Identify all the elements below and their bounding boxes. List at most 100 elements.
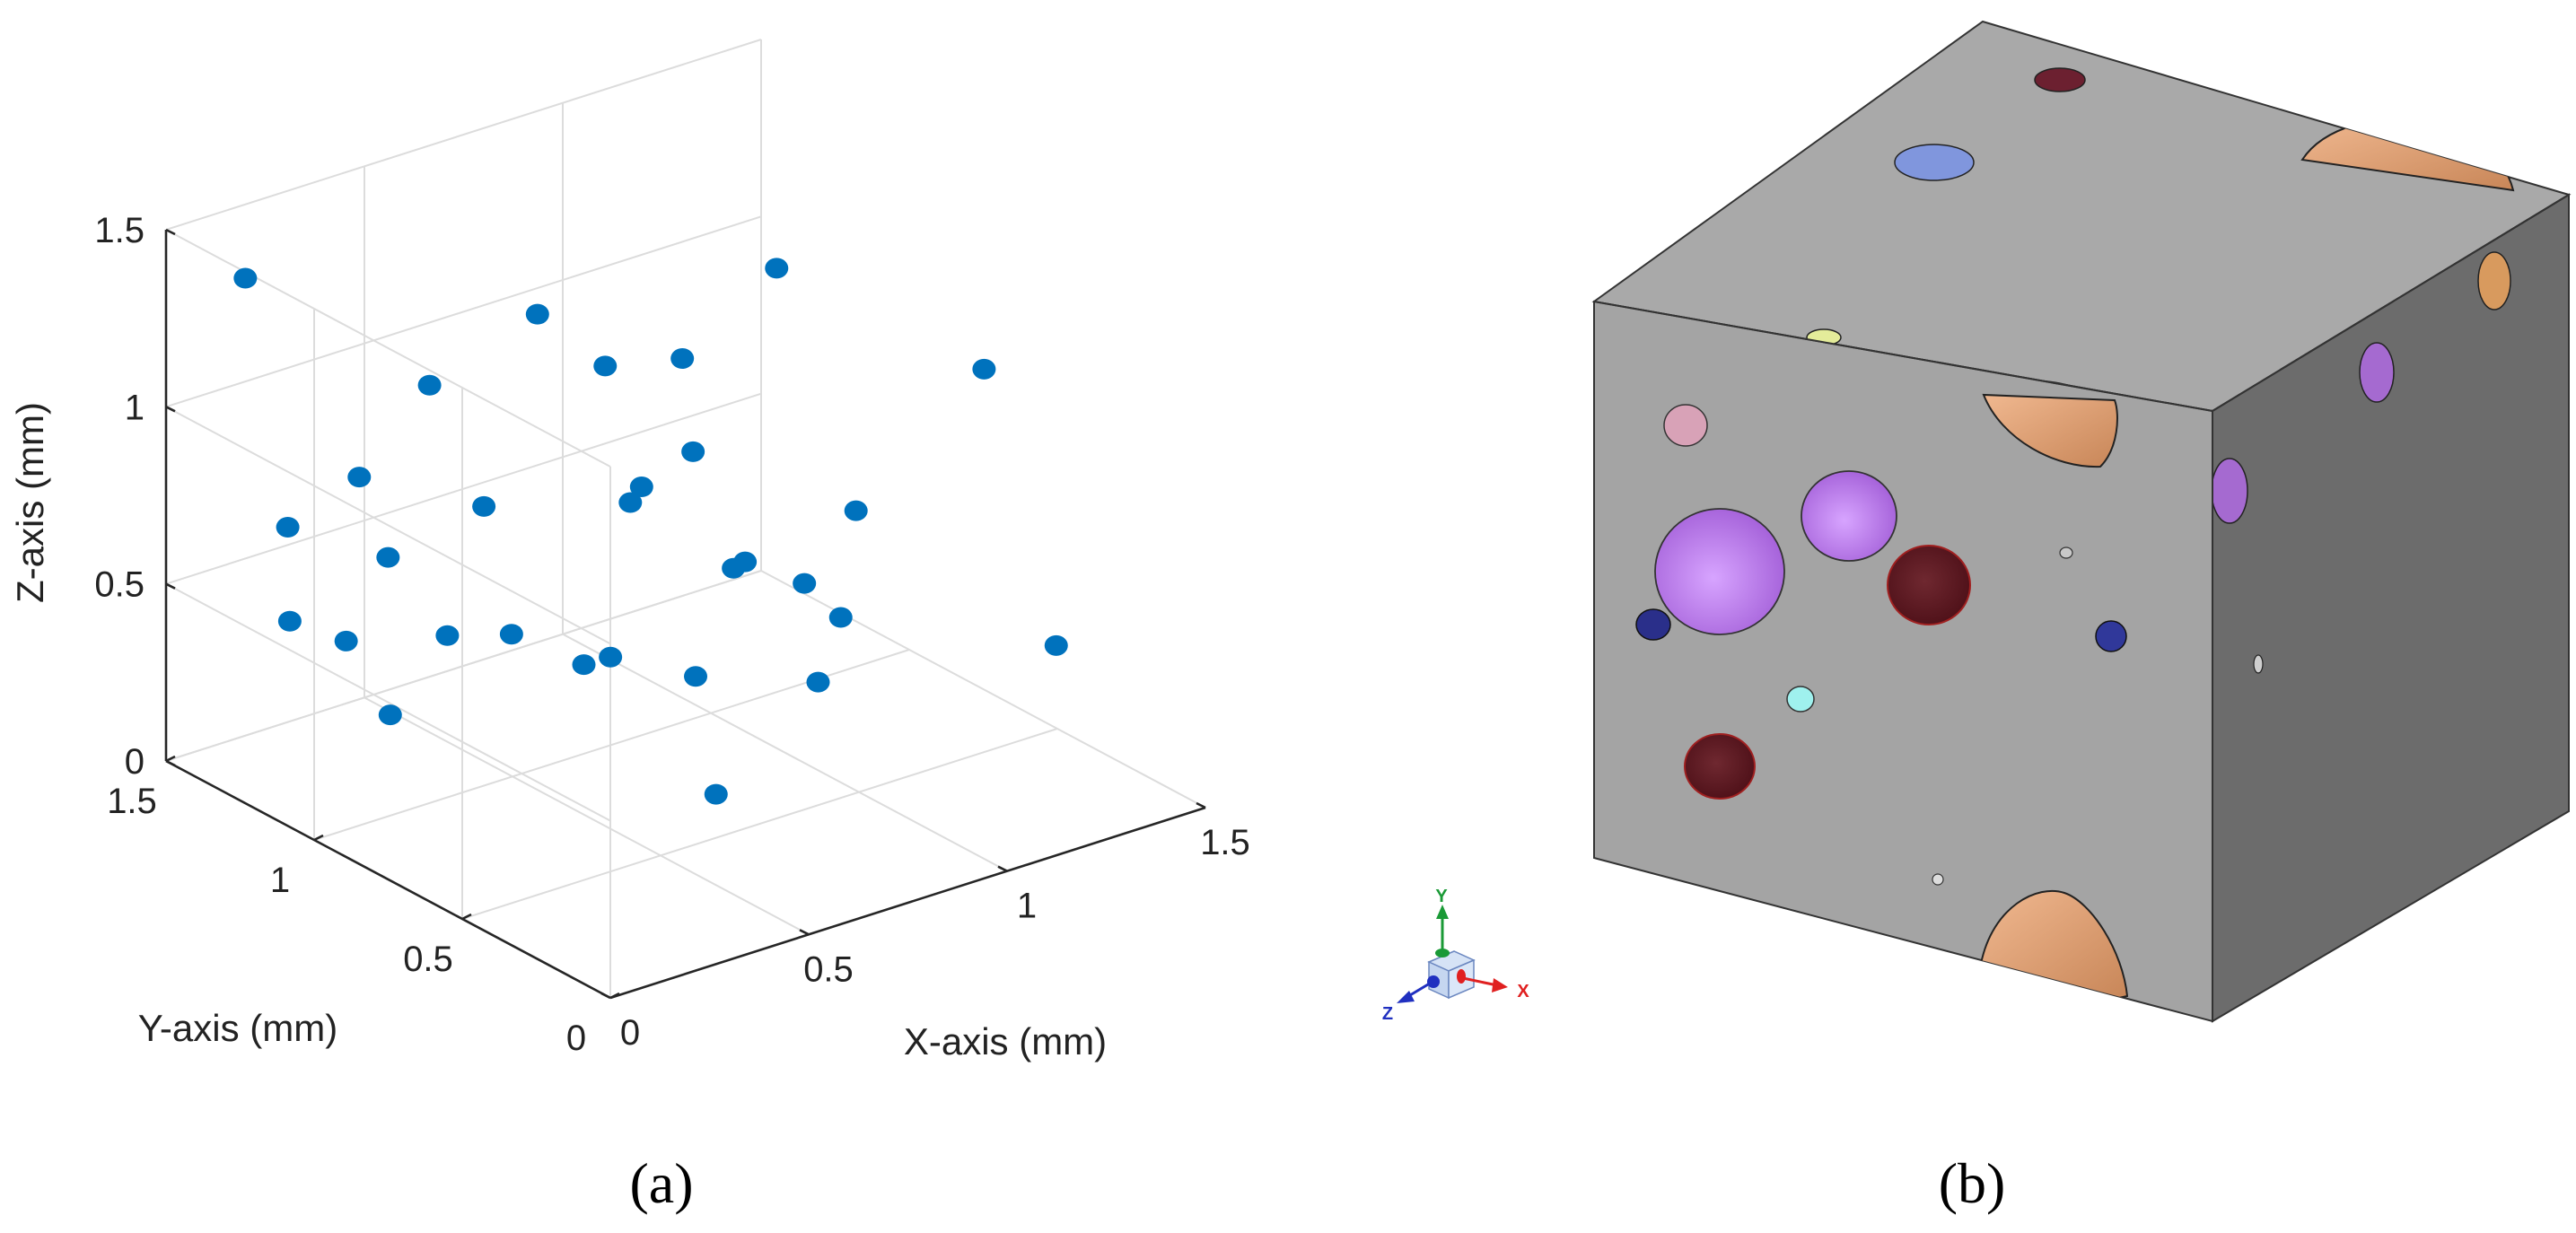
triad-cube-icon (1427, 950, 1476, 1000)
x-tick-3 (1196, 801, 1206, 809)
grid-left-z-2 (165, 406, 611, 645)
triad-x-label: X (1517, 982, 1529, 1001)
data-point-18 (572, 654, 596, 676)
y-tick-1 (461, 913, 472, 921)
z-tick-label-2: 1 (125, 388, 145, 427)
z-tick-label-3: 1.5 (94, 211, 145, 250)
pore-front-tiny-b (1932, 873, 1944, 886)
grid-floor-y-1 (461, 728, 1058, 920)
scatter-panel: 00.511.500.511.500.511.5 Z-axis (mm) Y-a… (9, 39, 1250, 1062)
data-point-22 (828, 607, 853, 628)
data-point-17 (499, 624, 523, 645)
data-point-16 (277, 610, 302, 632)
chart-tick-marks (165, 228, 1206, 1000)
z-tick-2 (165, 406, 176, 413)
grid-left-z-3 (165, 229, 611, 468)
pore-front-tiny-a (2059, 547, 2073, 559)
grid-floor-y-3 (165, 570, 762, 762)
z-axis-label: Z-axis (mm) (9, 402, 51, 603)
x-tick-2 (997, 865, 1008, 872)
y-tick-0 (609, 992, 620, 1000)
chart-axes (164, 230, 1206, 1000)
triad-z-label: Z (1382, 1004, 1393, 1024)
x-tick-1 (799, 929, 810, 936)
data-point-4 (417, 374, 442, 396)
x-tick-0 (600, 992, 611, 1000)
grid-back-z-2 (165, 215, 762, 408)
pore-side-tiny (2253, 654, 2264, 674)
y-axis-line (165, 759, 611, 1000)
y-tick-label-1: 0.5 (403, 940, 453, 979)
grid-left-z-1 (165, 582, 611, 822)
pore-top-blue (1894, 144, 1975, 181)
porous-cube-model (1591, 20, 2572, 1023)
y-tick-label-2: 1 (270, 861, 290, 900)
x-tick-label-1: 0.5 (803, 949, 854, 989)
z-tick-1 (165, 582, 176, 590)
data-point-2 (765, 258, 789, 279)
z-tick-3 (165, 228, 176, 236)
data-point-23 (684, 666, 708, 687)
y-axis-label: Y-axis (mm) (138, 1007, 337, 1049)
data-point-5 (629, 477, 653, 498)
data-point-20 (334, 630, 358, 651)
pore-front-orange-cut (1982, 393, 2118, 468)
pore-front-pink (1663, 404, 1708, 447)
triad-x-arrow (1457, 969, 1508, 993)
data-point-13 (347, 467, 372, 488)
y-tick-label-0: 0 (566, 1019, 586, 1058)
data-point-26 (378, 704, 402, 726)
grid-back-z-1 (165, 392, 762, 585)
data-point-0 (233, 267, 258, 289)
x-tick-label-3: 1.5 (1200, 823, 1250, 862)
pore-front-navy-left (1635, 608, 1671, 641)
grid-back-z-3 (165, 39, 762, 231)
data-point-7 (670, 348, 695, 370)
data-point-29 (806, 671, 830, 693)
panel-b-caption: (b) (1939, 1151, 2006, 1215)
data-point-19 (435, 625, 460, 646)
data-point-9 (681, 441, 705, 462)
side-face-pores (2212, 251, 2511, 674)
pore-front-maroon-lower (1684, 733, 1756, 800)
data-point-3 (593, 355, 618, 377)
data-point-27 (1044, 634, 1068, 656)
coordinate-triad: Y X Z (1382, 887, 1529, 1024)
data-point-24 (793, 573, 817, 594)
z-tick-label-1: 0.5 (94, 565, 145, 605)
data-point-28 (704, 783, 728, 805)
pore-front-violet-large (1654, 508, 1785, 635)
triad-z-arrow (1397, 975, 1440, 1003)
data-point-8 (972, 358, 996, 380)
triad-y-label: Y (1435, 887, 1448, 906)
z-tick-label-0: 0 (125, 742, 145, 782)
y-tick-2 (313, 834, 324, 842)
y-tick-label-3: 1.5 (107, 782, 157, 821)
pore-front-cyan (1786, 686, 1815, 713)
data-point-25 (733, 551, 758, 573)
chart-grid (165, 39, 1206, 999)
pore-side-orange (2477, 251, 2511, 310)
panel-a-caption: (a) (629, 1151, 693, 1215)
x-tick-label-0: 0 (620, 1013, 640, 1053)
data-point-15 (276, 516, 300, 538)
data-point-11 (844, 500, 868, 521)
data-point-14 (376, 547, 400, 568)
grid-floor-x-1 (364, 696, 810, 936)
grid-floor-x-3 (760, 570, 1206, 809)
pore-side-violet-lower (2212, 458, 2248, 524)
x-axis-line (609, 806, 1206, 1000)
x-tick-label-2: 1 (1017, 887, 1037, 926)
chart-points (233, 258, 1068, 805)
pore-front-violet-medium (1801, 470, 1897, 562)
z-tick-0 (165, 759, 176, 767)
data-point-1 (525, 303, 549, 325)
pore-front-maroon (1887, 545, 1971, 625)
pore-side-violet-upper (2359, 342, 2395, 403)
triad-y-arrow (1435, 905, 1450, 958)
grid-floor-x-2 (562, 633, 1008, 872)
pore-front-navy-right (2095, 620, 2127, 652)
y-tick-3 (165, 755, 176, 763)
data-point-6 (618, 492, 643, 513)
